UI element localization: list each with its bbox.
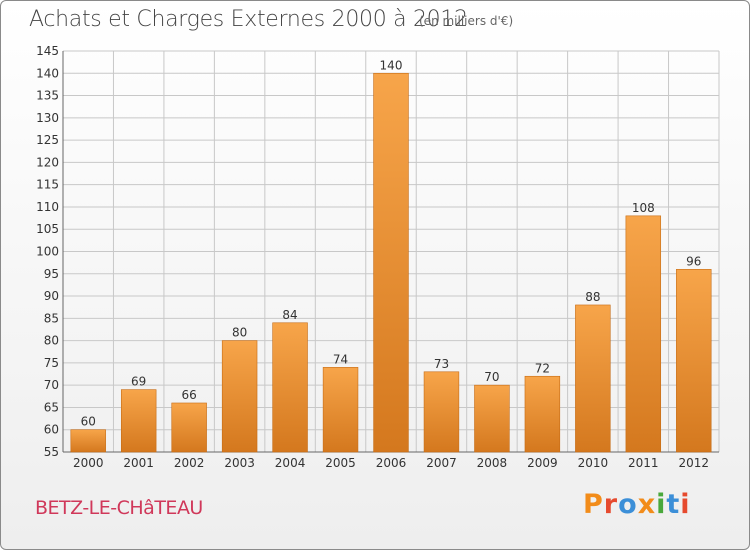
bar-2012 xyxy=(676,269,712,453)
bar-2009 xyxy=(524,375,561,453)
data-label-2004: 84 xyxy=(282,308,297,322)
data-label-2009: 72 xyxy=(535,361,550,375)
y-tick-label: 135 xyxy=(36,89,59,103)
y-tick-label: 145 xyxy=(36,44,59,58)
commune-name: BETZ-LE-CHâTEAU xyxy=(35,497,203,519)
bar-2000 xyxy=(70,429,106,453)
bar-2003 xyxy=(221,340,258,453)
x-tick-label: 2001 xyxy=(123,456,154,470)
x-tick-label: 2006 xyxy=(376,456,407,470)
y-tick-label: 140 xyxy=(36,66,59,80)
data-label-2001: 69 xyxy=(131,375,146,389)
data-label-2006: 140 xyxy=(380,58,403,72)
x-tick-label: 2004 xyxy=(275,456,306,470)
x-tick-label: 2002 xyxy=(174,456,205,470)
y-tick-label: 120 xyxy=(36,155,59,169)
y-tick-label: 80 xyxy=(44,334,59,348)
chart-title: Achats et Charges Externes 2000 à 2012 xyxy=(29,7,468,32)
logo-letter: r xyxy=(603,489,619,520)
chart-subtitle: (en milliers d'€) xyxy=(419,14,514,28)
bar-2007 xyxy=(423,371,460,453)
x-tick-label: 2011 xyxy=(628,456,659,470)
y-tick-label: 65 xyxy=(44,400,59,414)
y-tick-label: 55 xyxy=(44,445,59,459)
data-label-2002: 66 xyxy=(182,388,197,402)
logo-letter: i xyxy=(656,489,667,520)
y-tick-label: 100 xyxy=(36,245,59,259)
bar-2005 xyxy=(322,367,359,453)
bar-2011 xyxy=(625,215,662,453)
data-label-2000: 60 xyxy=(81,415,96,429)
bar-2002 xyxy=(171,402,207,453)
y-tick-label: 95 xyxy=(44,267,59,281)
y-tick-label: 110 xyxy=(36,200,59,214)
proxiti-logo[interactable]: Proxiti xyxy=(583,489,691,520)
logo-letter: o xyxy=(618,489,638,520)
y-tick-label: 85 xyxy=(44,311,59,325)
bar-2001 xyxy=(120,389,157,453)
data-label-2003: 80 xyxy=(232,326,247,340)
x-tick-label: 2000 xyxy=(73,456,104,470)
bar-2004 xyxy=(272,322,308,453)
bars xyxy=(70,72,712,453)
logo-letter: t xyxy=(666,489,681,520)
logo-letter: i xyxy=(680,489,691,520)
data-label-2012: 96 xyxy=(686,254,701,268)
data-label-2007: 73 xyxy=(434,357,449,371)
x-tick-label: 2003 xyxy=(224,456,255,470)
logo-letter: P xyxy=(583,489,604,520)
y-tick-label: 105 xyxy=(36,222,59,236)
data-label-2008: 70 xyxy=(484,370,499,384)
y-tick-label: 130 xyxy=(36,111,59,125)
data-label-2010: 88 xyxy=(585,290,600,304)
data-label-2005: 74 xyxy=(333,352,348,366)
logo-letter: x xyxy=(637,489,657,520)
y-tick-label: 125 xyxy=(36,133,59,147)
x-tick-label: 2012 xyxy=(678,456,709,470)
bar-2006 xyxy=(373,72,409,453)
y-tick-label: 75 xyxy=(44,356,59,370)
y-tick-label: 115 xyxy=(36,178,59,192)
x-tick-label: 2008 xyxy=(477,456,508,470)
bar-2010 xyxy=(575,304,611,453)
x-tick-label: 2005 xyxy=(325,456,356,470)
x-tick-label: 2009 xyxy=(527,456,558,470)
y-tick-label: 90 xyxy=(44,289,59,303)
data-labels: 60 69 66 80 84 74 140 73 70 72 88 108 96 xyxy=(81,58,702,428)
data-label-2011: 108 xyxy=(632,201,655,215)
y-tick-label: 60 xyxy=(44,423,59,437)
x-tick-label: 2010 xyxy=(578,456,609,470)
y-tick-label: 70 xyxy=(44,378,59,392)
x-tick-label: 2007 xyxy=(426,456,457,470)
bar-2008 xyxy=(474,384,510,453)
